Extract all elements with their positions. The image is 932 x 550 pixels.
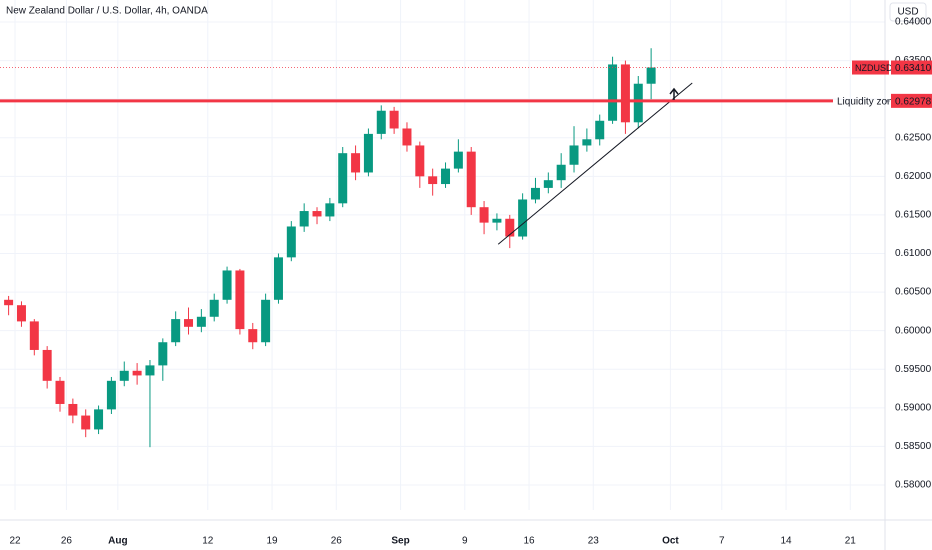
candle-body <box>415 145 425 177</box>
candle-body <box>94 409 104 430</box>
x-tick-label: Oct <box>662 536 679 547</box>
candle-body <box>608 64 618 121</box>
candle-body <box>209 299 219 317</box>
candle-body <box>633 83 643 123</box>
candle-body <box>569 145 579 165</box>
candle-body <box>235 270 245 330</box>
symbol-badge <box>852 60 889 75</box>
candle-body <box>273 257 283 300</box>
candle-body <box>338 153 348 204</box>
x-tick-label: 14 <box>780 536 792 547</box>
level-dot <box>886 99 890 103</box>
level-value: 0.62978 <box>895 96 932 107</box>
candle-body <box>29 321 39 350</box>
candle-body <box>351 153 361 173</box>
candle-body <box>556 164 566 181</box>
candle-body <box>196 316 206 327</box>
y-tick-label: 0.59000 <box>895 402 932 413</box>
x-tick-label: 16 <box>523 536 535 547</box>
x-tick-label: 26 <box>331 536 343 547</box>
trendline <box>497 82 693 245</box>
candle-body <box>376 110 386 134</box>
candle-body <box>582 139 592 146</box>
candle-body <box>248 329 258 343</box>
y-tick-label: 0.58000 <box>895 480 932 491</box>
candle-body <box>595 120 605 140</box>
candle-body <box>402 128 412 146</box>
y-tick-label: 0.61500 <box>895 210 932 221</box>
candle-body <box>42 349 52 381</box>
candle-body <box>620 64 630 123</box>
x-tick-label: 9 <box>462 536 468 547</box>
candle-body <box>286 226 296 258</box>
x-tick-label: 12 <box>202 536 214 547</box>
candle-body <box>132 370 142 376</box>
last-price: 0.63410 <box>895 63 932 74</box>
x-tick-label: Aug <box>108 536 127 547</box>
y-tick-label: 0.61000 <box>895 248 932 259</box>
candle-body <box>505 218 515 237</box>
currency-button[interactable] <box>889 2 927 22</box>
candle-body <box>389 110 399 129</box>
candle-body <box>222 270 232 300</box>
candle-body <box>171 319 181 343</box>
candle-body <box>299 211 309 227</box>
candle-body <box>646 67 656 84</box>
x-tick-label: 22 <box>9 536 21 547</box>
currency[interactable]: USD <box>897 7 918 18</box>
candle-body <box>492 218 502 223</box>
candle-body <box>261 299 271 343</box>
chart-title: New Zealand Dollar / U.S. Dollar, 4h, OA… <box>6 6 208 17</box>
candle-body <box>453 151 463 169</box>
candle-body <box>106 380 116 410</box>
x-tick-label: 7 <box>719 536 725 547</box>
arrow-head <box>669 87 679 95</box>
candle-body <box>184 319 194 327</box>
y-tick-label: 0.62000 <box>895 171 932 182</box>
arrow-up <box>669 87 679 100</box>
y-tick-label: 0.58500 <box>895 441 932 452</box>
y-tick-label: 0.59500 <box>895 364 932 375</box>
y-tick-label: 0.60000 <box>895 325 932 336</box>
candle-body <box>363 133 373 173</box>
x-tick-label: 21 <box>845 536 857 547</box>
x-tick-label: 26 <box>61 536 73 547</box>
y-tick-label: 0.62500 <box>895 132 932 143</box>
candle-body <box>518 199 528 237</box>
price-badge <box>891 60 932 75</box>
candle-body <box>68 403 78 416</box>
candle-body <box>16 305 26 322</box>
candle-body <box>145 365 155 376</box>
candle-body <box>312 211 322 217</box>
x-tick-label: 19 <box>266 536 278 547</box>
x-tick-label: 23 <box>588 536 600 547</box>
x-tick-label: Sep <box>391 536 409 547</box>
candle-body <box>119 370 129 381</box>
candle-body <box>55 380 65 404</box>
y-tick-label: 0.64000 <box>895 17 932 28</box>
candle-body <box>530 187 540 200</box>
candle-body <box>466 151 476 208</box>
candle-body <box>479 207 489 223</box>
candle-body <box>81 415 91 430</box>
symbol: NZDUSD <box>855 63 893 73</box>
candle-body <box>441 168 451 185</box>
candle-body <box>325 203 335 217</box>
candle-body <box>428 176 438 185</box>
level-label: Liquidity zone <box>837 96 899 107</box>
candle-body <box>158 342 168 366</box>
y-tick-label: 0.60500 <box>895 287 932 298</box>
candle-body <box>4 299 14 306</box>
level-badge <box>891 93 932 108</box>
candle-body <box>543 180 553 188</box>
